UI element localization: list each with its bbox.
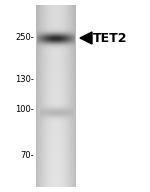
Polygon shape xyxy=(80,32,92,44)
Text: 250-: 250- xyxy=(15,33,34,42)
Text: TET2: TET2 xyxy=(93,31,128,45)
Text: 100-: 100- xyxy=(15,105,34,114)
Text: 70-: 70- xyxy=(20,151,34,160)
Text: 130-: 130- xyxy=(15,75,34,84)
